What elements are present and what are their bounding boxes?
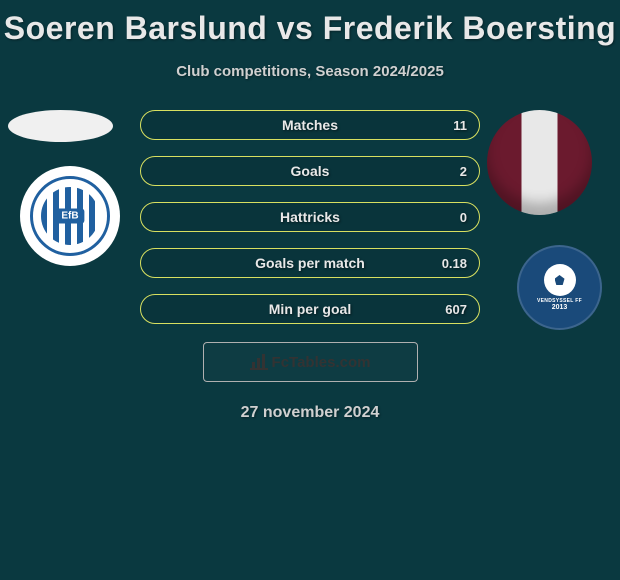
club-right-year: 2013 (552, 304, 568, 311)
stat-label: Min per goal (269, 301, 351, 317)
bar-chart-icon (250, 354, 268, 370)
club-left-badge: EfB (20, 166, 120, 266)
stat-value-right: 607 (445, 302, 467, 317)
stat-row-gpm: Goals per match 0.18 (140, 248, 480, 278)
stat-row-matches: Matches 11 (140, 110, 480, 140)
player-left-avatar (8, 110, 113, 142)
efb-badge-label: EfB (55, 209, 84, 224)
page-title: Soeren Barslund vs Frederik Boersting (0, 0, 620, 47)
stat-row-hattricks: Hattricks 0 (140, 202, 480, 232)
stat-label: Goals per match (255, 255, 365, 271)
player-right-avatar (487, 110, 592, 215)
club-right-badge: VENDSYSSEL FF 2013 (517, 245, 602, 330)
football-icon (544, 264, 576, 296)
stat-label: Hattricks (280, 209, 340, 225)
efb-badge-icon: EfB (30, 176, 110, 256)
stat-value-right: 0 (460, 210, 467, 225)
stats-list: Matches 11 Goals 2 Hattricks 0 Goals per… (140, 110, 480, 324)
brand-label: FcTables.com (272, 354, 371, 371)
stat-row-mpg: Min per goal 607 (140, 294, 480, 324)
stat-value-right: 0.18 (442, 256, 467, 271)
stat-label: Goals (291, 163, 330, 179)
brand-box[interactable]: FcTables.com (203, 342, 418, 382)
content-area: EfB VENDSYSSEL FF 2013 Matches 11 Goals … (0, 110, 620, 422)
stat-row-goals: Goals 2 (140, 156, 480, 186)
date-label: 27 november 2024 (0, 404, 620, 422)
stat-value-right: 11 (453, 118, 467, 133)
stat-label: Matches (282, 117, 338, 133)
subtitle: Club competitions, Season 2024/2025 (0, 63, 620, 80)
stat-value-right: 2 (460, 164, 467, 179)
